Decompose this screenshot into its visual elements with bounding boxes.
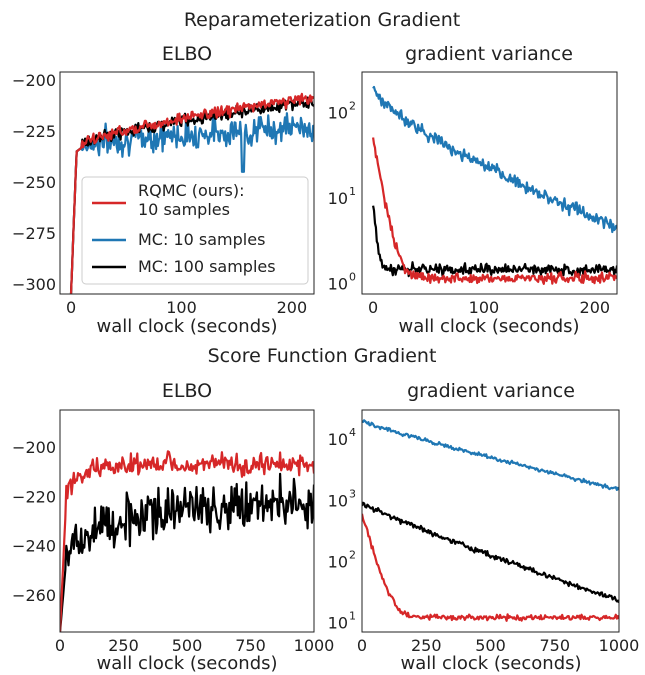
- x-tick-label: 200: [277, 298, 308, 317]
- y-tick-label: −200: [12, 438, 56, 457]
- series-line-2: [69, 92, 314, 294]
- y-tick-label: −275: [12, 224, 56, 243]
- y-tick-exponent: 1: [349, 610, 356, 623]
- y-tick-exponent: 0: [349, 270, 356, 283]
- x-tick-label: 100: [469, 298, 500, 317]
- y-tick-label: 10: [328, 491, 348, 510]
- x-axis-label: wall clock (seconds): [398, 316, 579, 337]
- section-title-reparameterization: Reparameterization Gradient: [184, 9, 460, 31]
- x-tick-label: 0: [368, 298, 378, 317]
- legend-label: MC: 10 samples: [138, 230, 265, 249]
- axes-frame: [59, 409, 315, 633]
- series-line-0: [60, 472, 314, 632]
- y-tick-label: −260: [12, 586, 56, 605]
- x-axis-label: wall clock (seconds): [96, 316, 277, 337]
- y-tick-exponent: 1: [349, 185, 356, 198]
- x-tick-label: 750: [235, 636, 266, 655]
- y-tick-exponent: 2: [349, 100, 356, 113]
- y-tick-label: −200: [12, 71, 56, 90]
- chart-elbo-reparam: ELBO wall clock (seconds) 0 100 200 −200 −22…: [12, 43, 315, 337]
- series-line-1: [372, 205, 617, 278]
- legend-label: 10 samples: [138, 200, 230, 219]
- series-line-2: [372, 137, 617, 285]
- axes-frame: [361, 409, 620, 633]
- series-line-1: [60, 450, 314, 632]
- y-tick-label: 10: [328, 614, 348, 633]
- y-tick-label: 10: [328, 274, 348, 293]
- chart-variance-score: gradient variance wall clock (seconds) 0…: [328, 380, 640, 674]
- x-tick-label: 750: [539, 636, 570, 655]
- x-tick-label: 1000: [294, 636, 335, 655]
- x-tick-label: 250: [411, 636, 442, 655]
- axes-frame: [59, 71, 315, 295]
- y-tick-label: −220: [12, 487, 56, 506]
- legend-label: RQMC (ours):: [138, 181, 245, 200]
- x-tick-label: 500: [172, 636, 203, 655]
- x-tick-label: 0: [55, 636, 65, 655]
- x-tick-label: 250: [108, 636, 139, 655]
- series-line-0: [372, 85, 617, 234]
- legend-box: [81, 176, 309, 285]
- chart-title: ELBO: [162, 380, 212, 402]
- chart-elbo-score: ELBO wall clock (seconds) 0 250 500 750 1000…: [12, 380, 334, 674]
- axes-frame: [361, 71, 618, 295]
- x-axis-label: wall clock (seconds): [96, 653, 277, 674]
- y-tick-label: 10: [328, 189, 348, 208]
- y-tick-label: 10: [328, 430, 348, 449]
- y-tick-label: −300: [12, 275, 56, 294]
- y-tick-exponent: 2: [349, 548, 356, 561]
- x-axis-label: wall clock (seconds): [400, 653, 581, 674]
- y-tick-label: −250: [12, 173, 56, 192]
- series-line-0: [362, 419, 619, 491]
- chart-title: ELBO: [162, 43, 212, 65]
- x-tick-label: 0: [357, 636, 367, 655]
- y-tick-exponent: 4: [349, 426, 356, 439]
- y-tick-label: −225: [12, 122, 56, 141]
- y-tick-label: −240: [12, 537, 56, 556]
- section-title-score-function: Score Function Gradient: [208, 345, 437, 367]
- x-tick-label: 1000: [599, 636, 640, 655]
- x-tick-label: 200: [580, 298, 611, 317]
- chart-title: gradient variance: [405, 43, 573, 65]
- legend: RQMC (ours):10 samples MC: 10 samples MC: …: [81, 176, 309, 285]
- x-tick-label: 100: [166, 298, 197, 317]
- x-tick-label: 0: [66, 298, 76, 317]
- y-tick-label: 10: [328, 104, 348, 123]
- chart-variance-reparam: gradient variance wall clock (seconds) 0…: [328, 43, 618, 337]
- series-line-2: [362, 513, 619, 622]
- series-line-1: [362, 501, 619, 604]
- x-tick-label: 500: [475, 636, 506, 655]
- y-tick-label: 10: [328, 552, 348, 571]
- y-tick-exponent: 3: [349, 487, 356, 500]
- chart-title: gradient variance: [407, 380, 575, 402]
- legend-label: MC: 100 samples: [138, 257, 276, 276]
